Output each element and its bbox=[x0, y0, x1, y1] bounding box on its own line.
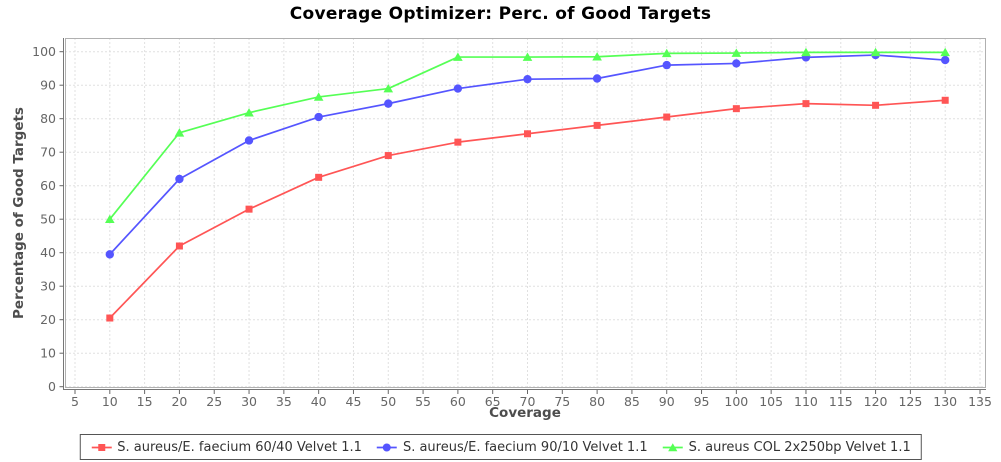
square-marker-icon bbox=[91, 443, 112, 451]
svg-text:70: 70 bbox=[40, 145, 56, 160]
x-axis-label: Coverage bbox=[489, 405, 561, 421]
circle-marker-icon bbox=[376, 443, 397, 451]
svg-text:20: 20 bbox=[40, 312, 56, 327]
plot-area: 5 10 15 20 25 30 35 40 45 50 55 60 65 70 75 80 85 90 95 100… bbox=[32, 38, 992, 409]
svg-text:125: 125 bbox=[898, 394, 922, 409]
svg-text:5: 5 bbox=[71, 394, 79, 409]
svg-text:130: 130 bbox=[933, 394, 957, 409]
legend-label: S. aureus COL 2x250bp Velvet 1.1 bbox=[688, 439, 911, 455]
svg-text:80: 80 bbox=[589, 394, 605, 409]
legend: S. aureus/E. faecium 60/40 Velvet 1.1 S.… bbox=[79, 434, 922, 460]
svg-text:110: 110 bbox=[794, 394, 818, 409]
svg-text:100: 100 bbox=[32, 44, 56, 59]
svg-text:10: 10 bbox=[40, 346, 56, 361]
svg-text:100: 100 bbox=[724, 394, 748, 409]
svg-text:20: 20 bbox=[171, 394, 187, 409]
svg-text:95: 95 bbox=[694, 394, 710, 409]
svg-text:60: 60 bbox=[40, 178, 56, 193]
svg-text:85: 85 bbox=[624, 394, 640, 409]
svg-text:80: 80 bbox=[40, 111, 56, 126]
legend-item: S. aureus/E. faecium 90/10 Velvet 1.1 bbox=[376, 440, 648, 455]
chart-title: Coverage Optimizer: Perc. of Good Target… bbox=[289, 4, 712, 24]
svg-text:10: 10 bbox=[102, 394, 118, 409]
legend-label: S. aureus/E. faecium 90/10 Velvet 1.1 bbox=[402, 439, 648, 455]
svg-text:75: 75 bbox=[554, 394, 570, 409]
legend-item: S. aureus COL 2x250bp Velvet 1.1 bbox=[662, 440, 911, 455]
svg-text:30: 30 bbox=[241, 394, 257, 409]
svg-text:90: 90 bbox=[40, 78, 56, 93]
svg-text:40: 40 bbox=[311, 394, 327, 409]
svg-text:70: 70 bbox=[520, 394, 536, 409]
svg-text:30: 30 bbox=[40, 279, 56, 294]
svg-text:50: 50 bbox=[40, 212, 56, 227]
svg-text:65: 65 bbox=[485, 394, 501, 409]
svg-text:55: 55 bbox=[415, 394, 431, 409]
svg-text:105: 105 bbox=[759, 394, 783, 409]
svg-text:0: 0 bbox=[48, 379, 56, 394]
svg-text:60: 60 bbox=[450, 394, 466, 409]
svg-text:35: 35 bbox=[276, 394, 292, 409]
legend-item: S. aureus/E. faecium 60/40 Velvet 1.1 bbox=[90, 440, 362, 455]
svg-text:120: 120 bbox=[864, 394, 888, 409]
triangle-marker-icon bbox=[662, 442, 683, 451]
svg-text:50: 50 bbox=[380, 394, 396, 409]
svg-text:40: 40 bbox=[40, 245, 56, 260]
legend-label: S. aureus/E. faecium 60/40 Velvet 1.1 bbox=[117, 439, 362, 455]
svg-text:45: 45 bbox=[346, 394, 362, 409]
svg-text:135: 135 bbox=[968, 394, 992, 409]
svg-text:25: 25 bbox=[206, 394, 222, 409]
svg-text:90: 90 bbox=[659, 394, 675, 409]
svg-text:15: 15 bbox=[137, 394, 153, 409]
svg-text:115: 115 bbox=[829, 394, 853, 409]
